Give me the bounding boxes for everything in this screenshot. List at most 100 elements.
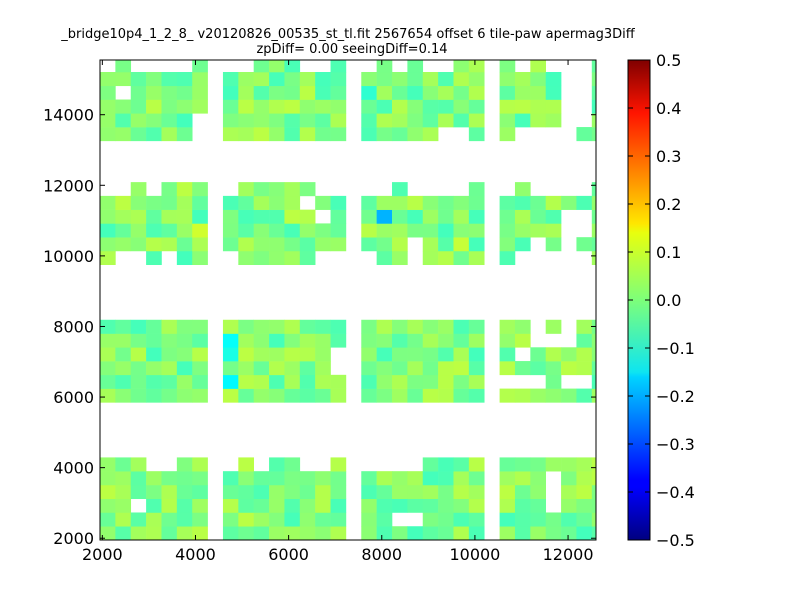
heatmap-cell [299,347,316,362]
heatmap-cell [161,333,178,348]
heatmap-cell [222,127,239,142]
heatmap-cell [591,182,597,197]
heatmap-cell [392,72,408,87]
heatmap-cell [299,237,316,252]
heatmap-cell [591,526,597,541]
heatmap-cell [176,361,193,376]
heatmap-cell [438,374,454,389]
heatmap-cell [299,498,316,513]
heatmap-cell [315,319,331,334]
heatmap-cell [222,526,239,541]
heatmap-cells [100,60,597,541]
heatmap-cell [192,457,208,472]
heatmap-cell [468,99,485,114]
heatmap-cell [499,457,516,472]
heatmap-cell [315,374,331,389]
heatmap-cell [315,347,331,362]
heatmap-cell [238,484,254,500]
heatmap-cell [422,72,439,87]
heatmap-cell [299,127,316,142]
heatmap-cell [130,457,147,472]
heatmap-cell [499,99,516,114]
heatmap-cell [238,72,254,87]
heatmap-cell [161,209,178,224]
colorbar-tick-label: 0.0 [656,291,681,310]
heatmap-cell [161,347,178,362]
heatmap-cell [253,237,270,252]
heatmap-cell [269,471,285,486]
heatmap-cell [130,484,147,500]
heatmap-cell [438,526,454,541]
heatmap-cell [130,127,147,142]
heatmap-cell [284,237,301,252]
heatmap-cell [438,250,454,266]
heatmap-cell [253,195,270,210]
heatmap-cell [269,361,285,376]
heatmap-cell [161,361,178,376]
heatmap-cell [453,347,470,362]
heatmap-cell [591,512,597,527]
heatmap-cell [392,250,408,266]
heatmap-cell [453,223,470,238]
heatmap-cell [100,237,116,252]
heatmap-cell [499,347,516,362]
heatmap-cell [407,498,424,513]
heatmap-cell [407,374,424,389]
heatmap-cell [330,195,347,210]
colorbar-tick-label: 0.5 [656,51,681,70]
heatmap-cell [100,388,116,403]
heatmap-cell [468,526,485,541]
heatmap-cell [392,388,408,403]
heatmap-cell [269,99,285,114]
heatmap-cell [392,498,408,513]
heatmap-cell [422,457,439,472]
heatmap-cell [422,484,439,500]
heatmap-cell [545,209,562,224]
heatmap-cell [422,237,439,252]
heatmap-cell [514,361,531,376]
heatmap-cell [576,471,593,486]
heatmap-cell [514,195,531,210]
heatmap-cell [315,72,331,87]
heatmap-cell [192,195,208,210]
heatmap-cell [269,484,285,500]
heatmap-cell [576,512,593,527]
heatmap-cell [530,471,547,486]
heatmap-cell [545,113,562,128]
heatmap-cell [115,209,132,224]
heatmap-cell [161,512,178,527]
heatmap-cell [100,72,116,87]
heatmap-cell [468,223,485,238]
heatmap-cell [100,223,116,238]
heatmap-cell [514,182,531,197]
heatmap-cell [222,195,239,210]
heatmap-cell [545,85,562,100]
y-tick-label: 2000 [53,529,94,548]
heatmap-cell [392,347,408,362]
heatmap-cell [591,374,597,389]
heatmap-cell [176,484,193,500]
heatmap-cell [284,347,301,362]
heatmap-cell [499,223,516,238]
heatmap-cell [591,85,597,100]
heatmap-cell [176,182,193,197]
heatmap-cell [376,388,393,403]
colorbar-tick-label: −0.1 [656,339,695,358]
heatmap-cell [161,374,178,389]
heatmap-cell [499,113,516,128]
heatmap-cell [330,209,347,224]
heatmap-cell [376,347,393,362]
heatmap-cell [453,388,470,403]
heatmap-cell [146,85,162,100]
heatmap-cell [438,361,454,376]
heatmap-cell [361,195,377,210]
heatmap-cell [407,60,424,73]
heatmap-cell [146,333,162,348]
heatmap-cell [407,319,424,334]
heatmap-cell [269,113,285,128]
heatmap-cell [284,374,301,389]
heatmap-cell [315,85,331,100]
heatmap-cell [499,361,516,376]
heatmap-cell [222,72,239,87]
heatmap-cell [330,512,347,527]
